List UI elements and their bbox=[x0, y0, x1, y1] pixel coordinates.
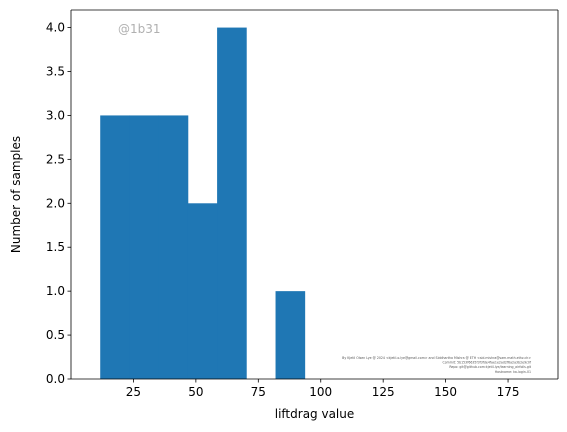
histogram-bar-2 bbox=[158, 115, 189, 380]
y-tick-label: 1.0 bbox=[46, 284, 65, 298]
x-tick-label: 150 bbox=[434, 385, 457, 399]
y-tick-label: 3.5 bbox=[46, 65, 65, 79]
histogram-bar-6 bbox=[275, 291, 306, 379]
x-tick-label: 125 bbox=[372, 385, 395, 399]
y-axis-label: Number of samples bbox=[9, 136, 23, 253]
histogram-bar-0 bbox=[100, 115, 130, 380]
histogram-bar-3 bbox=[187, 203, 218, 379]
fineprint-line: Hostname: ka-login-01 bbox=[495, 370, 531, 374]
fineprint-line: Commit: 5b153f6635f3f3fde4fae1e2ad2f6a2a… bbox=[442, 361, 531, 365]
watermark-label: @1b31 bbox=[118, 22, 161, 36]
axes-frame bbox=[70, 9, 559, 380]
histogram-bars bbox=[100, 27, 306, 380]
y-tick-label: 0.5 bbox=[46, 328, 65, 342]
y-tick-label: 2.5 bbox=[46, 152, 65, 166]
fineprint-block: By Kjetil Olsen Lye @ 2024 <kjetil.o.lye… bbox=[342, 356, 532, 374]
y-tick-label: 3.0 bbox=[46, 108, 65, 122]
y-tick-label: 2.0 bbox=[46, 196, 65, 210]
y-tick-label: 0.0 bbox=[46, 372, 65, 386]
x-tick-label: 100 bbox=[309, 385, 332, 399]
y-axis-ticks: 0.0 0.5 1.0 1.5 2.0 2.5 3.0 3.5 4.0 bbox=[46, 21, 71, 386]
histogram-bar-4 bbox=[217, 27, 247, 379]
fineprint-line: By Kjetil Olsen Lye @ 2024 <kjetil.o.lye… bbox=[342, 356, 531, 360]
y-tick-label: 1.5 bbox=[46, 240, 65, 254]
x-tick-label: 75 bbox=[251, 385, 266, 399]
fineprint-line: Repo: git@github.com:kjetil-lye/learning… bbox=[449, 365, 531, 369]
x-axis-ticks: 25 50 75 100 125 150 175 bbox=[126, 379, 520, 399]
x-tick-label: 25 bbox=[126, 385, 141, 399]
x-axis-label: liftdrag value bbox=[275, 407, 355, 421]
x-tick-label: 175 bbox=[497, 385, 520, 399]
y-tick-label: 4.0 bbox=[46, 21, 65, 35]
x-tick-label: 50 bbox=[188, 385, 203, 399]
histogram-bar-1 bbox=[129, 115, 160, 380]
